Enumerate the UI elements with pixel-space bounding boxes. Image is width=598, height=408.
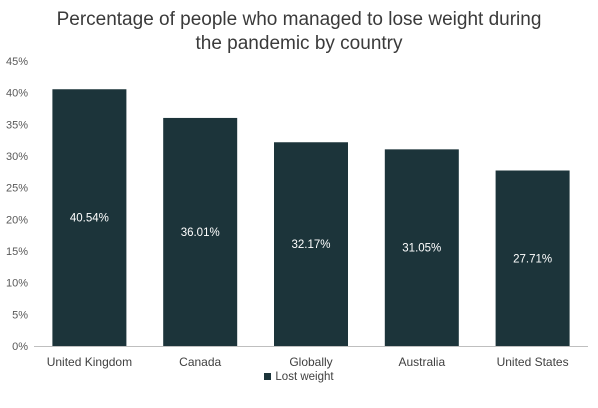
y-tick-label: 15% — [6, 246, 28, 258]
y-tick-label: 35% — [6, 119, 28, 131]
chart-title-line-2: the pandemic by country — [195, 33, 403, 54]
x-category-label: Australia — [398, 355, 445, 369]
y-tick-label: 25% — [6, 183, 28, 195]
bar — [52, 89, 127, 346]
x-category-label: United States — [497, 355, 569, 369]
data-label: 40.54% — [70, 213, 109, 225]
y-tick-label: 30% — [6, 151, 28, 163]
y-tick-label: 0% — [12, 341, 28, 353]
x-category-label: United Kingdom — [47, 355, 132, 369]
data-label: 31.05% — [402, 243, 441, 255]
legend: Lost weight — [0, 371, 598, 383]
data-label: 36.01% — [181, 227, 220, 239]
legend-label: Lost weight — [275, 371, 334, 383]
bar — [274, 142, 348, 346]
bar — [163, 117, 238, 346]
bar — [495, 170, 570, 346]
y-tick-label: 10% — [6, 278, 28, 290]
chart-title: Percentage of people who managed to lose… — [0, 8, 598, 56]
y-tick-label: 40% — [6, 88, 28, 100]
data-label: 32.17% — [291, 239, 330, 251]
data-label: 27.71% — [513, 253, 552, 265]
x-category-label: Globally — [289, 355, 332, 369]
x-category-label: Canada — [179, 355, 221, 369]
bar — [384, 149, 459, 346]
y-tick-label: 5% — [12, 309, 28, 321]
y-tick-label: 45% — [6, 56, 28, 68]
legend-swatch — [264, 373, 272, 380]
y-tick-label: 20% — [6, 214, 28, 226]
chart-title-line-1: Percentage of people who managed to lose… — [56, 9, 542, 30]
